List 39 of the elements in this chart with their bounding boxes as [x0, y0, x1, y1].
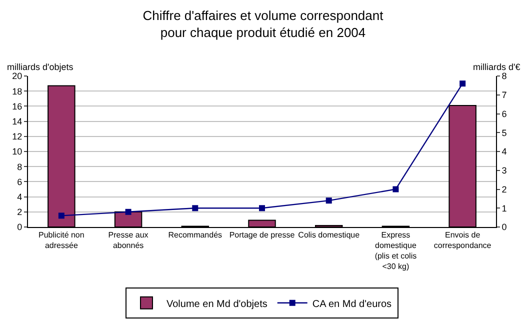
y-tick-label: 18	[12, 86, 22, 96]
point	[58, 212, 64, 219]
y-tick-label: 2	[17, 207, 22, 218]
y-tick-label: 4	[17, 192, 22, 202]
y-tick-label: 8	[17, 162, 22, 172]
y-tick-label: 16	[12, 101, 22, 112]
x-tick-label: Express domestique (plis et colis <30 kg)	[374, 230, 417, 271]
point	[125, 208, 132, 215]
x-tick-label: Recommandés	[168, 230, 222, 240]
y-tick-label: 10	[12, 146, 22, 157]
y2-tick-label: 7	[502, 90, 507, 100]
y2-tick-label: 0	[502, 222, 507, 232]
point	[392, 186, 399, 192]
legend-label: Volume en Md d'objets	[166, 298, 268, 310]
legend-label: CA en Md d'euros	[312, 298, 392, 310]
y2-tick-label: 4	[502, 146, 507, 157]
y2-tick-label: 8	[502, 71, 507, 82]
y2-tick-label: 3	[502, 166, 507, 176]
point	[192, 205, 198, 212]
x-tick-label: Envois de correspondance	[434, 230, 492, 250]
x-tick-label: Publicité non adressée	[38, 230, 84, 250]
x-tick-label: Presse aux abonnés	[108, 230, 148, 250]
x-tick-label: Portage de presse	[229, 230, 296, 240]
x-tick-label: Colis domestique	[298, 230, 360, 240]
point	[259, 205, 265, 212]
y2-tick-label: 2	[502, 184, 507, 194]
y2-tick-label: 1	[502, 203, 507, 214]
chart-title: Chiffre d'affaires et volume correspondant pour chaque produit étudié en 2004	[142, 8, 384, 40]
y-tick-label: 14	[12, 116, 22, 126]
y-axis-title: milliards d'objets	[7, 62, 74, 72]
y-tick-label: 6	[17, 176, 22, 187]
y2-tick-label: 5	[502, 128, 507, 138]
y-tick-label: 0	[17, 222, 22, 232]
point	[460, 80, 466, 87]
y2-tick-label: 6	[502, 108, 507, 119]
y2-axis-title: milliards d'€	[473, 62, 520, 72]
y-tick-label: 20	[12, 71, 22, 82]
point	[326, 198, 332, 204]
y-tick-label: 12	[12, 132, 22, 142]
